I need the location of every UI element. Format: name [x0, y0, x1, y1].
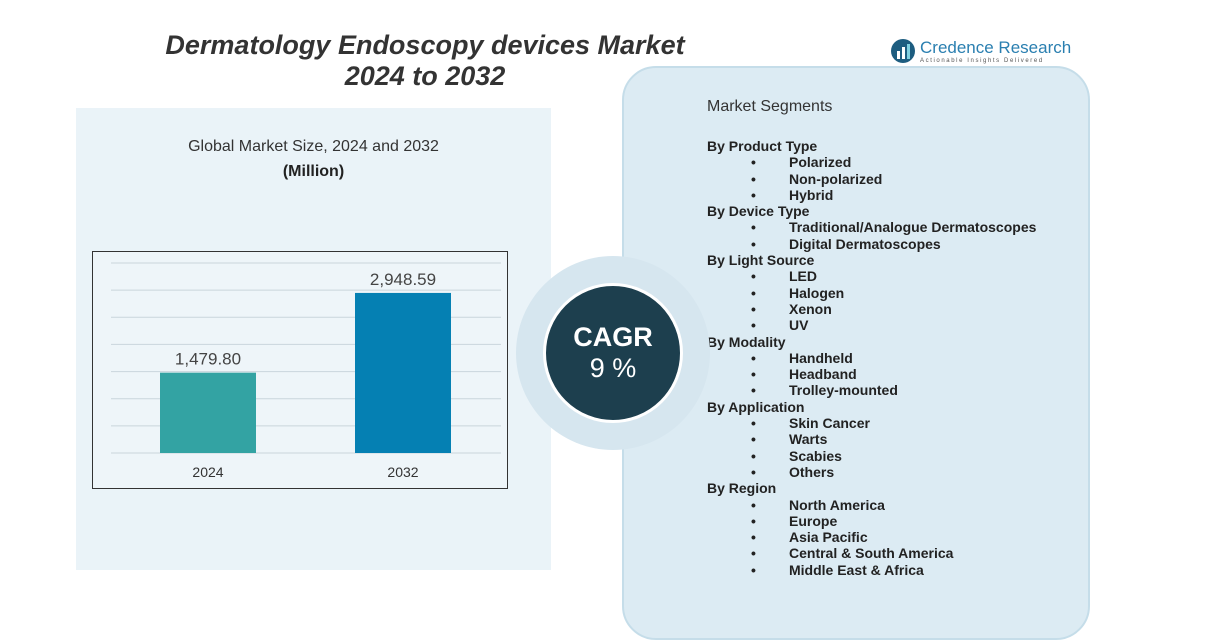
logo: Credence Research Actionable Insights De… — [890, 38, 1071, 64]
segment-item: Skin Cancer — [707, 415, 1036, 432]
segment-item: Non-polarized — [707, 171, 1036, 188]
cagr-badge: CAGR 9 % — [543, 283, 683, 423]
logo-icon — [891, 39, 915, 63]
segment-item: Headband — [707, 366, 1036, 383]
segment-group-heading: By Device Type — [707, 203, 810, 220]
segment-item: Warts — [707, 431, 1036, 448]
segment-group-heading: By Product Type — [707, 138, 818, 154]
segment-item: Digital Dermatoscopes — [707, 236, 1036, 253]
segment-item: Middle East & Africa — [707, 562, 1036, 579]
title-line-2: 2024 to 2032 — [344, 61, 506, 91]
logo-name: Credence Research — [920, 38, 1072, 57]
bar-chart: 1,479.80 2024 2,948.59 2032 — [92, 251, 508, 489]
segments-title: Market Segments — [707, 98, 833, 115]
segment-item: UV — [707, 317, 1036, 334]
segment-item: Polarized — [707, 154, 1036, 171]
x-tick-label: 2024 — [192, 464, 223, 480]
bar-chart-svg: 1,479.80 2024 2,948.59 2032 — [111, 262, 501, 480]
data-label: 1,479.80 — [175, 350, 241, 369]
data-label: 2,948.59 — [370, 270, 436, 289]
segment-item: Halogen — [707, 285, 1036, 302]
segment-item: Central & South America — [707, 545, 1036, 562]
x-tick-label: 2032 — [387, 464, 418, 480]
bar — [160, 372, 256, 453]
segment-group-heading: By Modality — [707, 333, 786, 350]
title-line-1: Dermatology Endoscopy devices Market — [165, 30, 685, 60]
bar — [355, 292, 451, 453]
segment-item: North America — [707, 497, 1036, 514]
segment-group-heading: By Light Source — [707, 252, 815, 269]
segment-item: Scabies — [707, 448, 1036, 465]
logo-tagline: Actionable Insights Delivered — [920, 58, 1044, 64]
segment-item: Trolley-mounted — [707, 382, 1036, 399]
chart-subtitle: Global Market Size, 2024 and 2032 — [188, 138, 439, 155]
segment-item: Xenon — [707, 301, 1036, 318]
cagr-value: 9 % — [589, 353, 637, 383]
segment-item: Europe — [707, 513, 1036, 530]
cagr-label: CAGR — [573, 322, 653, 352]
chart-unit: (Million) — [282, 163, 345, 180]
segment-group-heading: By Application — [707, 398, 805, 415]
segment-item: LED — [707, 268, 1036, 285]
segment-item: Hybrid — [707, 187, 1036, 204]
segments-list: By Product TypePolarizedNon-polarizedHyb… — [707, 138, 1036, 578]
page-title: Dermatology Endoscopy devices Market 202… — [120, 30, 730, 92]
segment-item: Traditional/Analogue Dermatoscopes — [707, 219, 1036, 236]
segment-item: Handheld — [707, 350, 1036, 367]
segment-group-heading: By Region — [707, 480, 777, 497]
segment-item: Asia Pacific — [707, 529, 1036, 546]
segment-item: Others — [707, 464, 1036, 481]
